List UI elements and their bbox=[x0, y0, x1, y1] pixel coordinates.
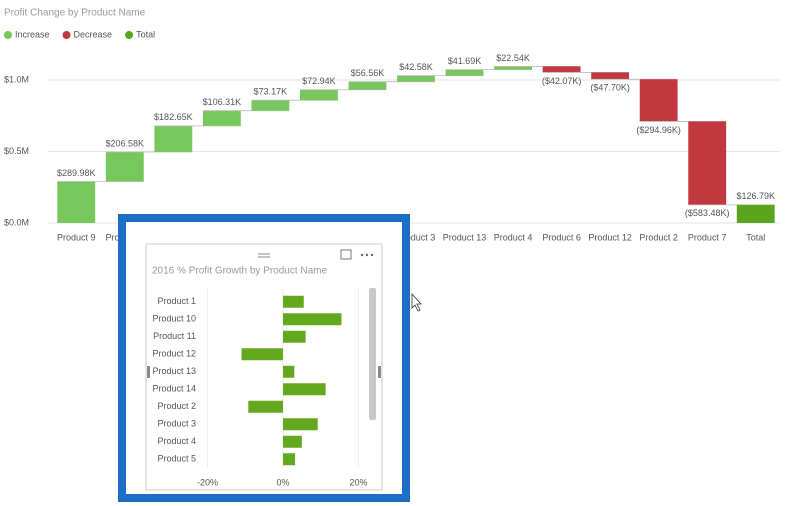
bar bbox=[639, 79, 678, 122]
x-tick-label: Product 6 bbox=[542, 232, 581, 242]
bar bbox=[241, 348, 283, 361]
data-label: $72.94K bbox=[302, 76, 336, 86]
legend-label: Decrease bbox=[74, 29, 113, 39]
x-tick-label: Product 2 bbox=[639, 232, 678, 242]
legend-label: Total bbox=[136, 29, 155, 39]
bar bbox=[283, 418, 318, 431]
y-tick-label: Product 1 bbox=[157, 296, 196, 306]
data-label: $41.69K bbox=[448, 56, 482, 66]
bar bbox=[248, 400, 283, 413]
bar-visual: 2016 % Profit Growth by Product Name -20… bbox=[152, 266, 367, 488]
legend-marker bbox=[125, 31, 134, 39]
data-label: $126.79K bbox=[736, 191, 775, 201]
focus-mode-icon[interactable] bbox=[340, 249, 352, 260]
x-tick-label: Product 4 bbox=[494, 232, 533, 242]
bar bbox=[283, 453, 296, 466]
data-label: $182.65K bbox=[154, 112, 193, 122]
y-tick-label: $0.0M bbox=[4, 217, 29, 227]
y-tick-label: Product 4 bbox=[157, 436, 196, 446]
bar bbox=[348, 81, 387, 90]
x-tick-label: Product 3 bbox=[397, 232, 436, 242]
chart-title: Profit Change by Product Name bbox=[4, 8, 146, 19]
bar bbox=[542, 66, 581, 73]
data-label: $106.31K bbox=[203, 97, 242, 107]
mouse-cursor bbox=[411, 292, 422, 312]
chart-title: 2016 % Profit Growth by Product Name bbox=[152, 266, 328, 277]
scrollbar[interactable] bbox=[369, 288, 376, 420]
y-tick-label: $1.0M bbox=[4, 74, 29, 84]
bar bbox=[283, 313, 342, 326]
bar bbox=[300, 89, 338, 101]
data-label: $206.58K bbox=[106, 138, 145, 148]
x-tick-label: Product 12 bbox=[588, 232, 632, 242]
bar bbox=[688, 121, 727, 205]
x-tick-label: 0% bbox=[276, 477, 289, 487]
bar bbox=[591, 72, 630, 80]
waterfall-visual: Profit Change by Product Name Increase De… bbox=[4, 8, 780, 242]
bar bbox=[283, 435, 302, 448]
data-label: $73.17K bbox=[254, 87, 288, 97]
bar bbox=[494, 66, 532, 70]
legend-marker bbox=[62, 31, 71, 39]
y-tick-label: $0.5M bbox=[4, 146, 29, 156]
data-label: $289.98K bbox=[57, 168, 96, 178]
y-tick-label: Product 14 bbox=[152, 384, 196, 394]
y-tick-label: Product 3 bbox=[157, 419, 196, 429]
x-tick-label: Product 7 bbox=[688, 232, 727, 242]
selected-visual[interactable]: 2016 % Profit Growth by Product Name -20… bbox=[118, 214, 410, 502]
bar bbox=[57, 181, 96, 223]
bar bbox=[202, 110, 241, 126]
bar bbox=[283, 330, 306, 343]
x-tick-label: Product 9 bbox=[57, 232, 96, 242]
y-tick-label: Product 5 bbox=[157, 454, 196, 464]
more-options-icon[interactable] bbox=[365, 253, 369, 257]
x-tick-label: -20% bbox=[197, 477, 218, 487]
bar bbox=[283, 383, 326, 396]
data-label: ($47.70K) bbox=[590, 83, 630, 93]
data-label: ($42.07K) bbox=[542, 76, 582, 86]
y-tick-label: Product 11 bbox=[153, 331, 196, 341]
legend-label: Increase bbox=[15, 29, 50, 39]
resize-handle[interactable] bbox=[378, 366, 381, 378]
bar bbox=[445, 69, 484, 76]
bar bbox=[283, 365, 295, 378]
resize-handle[interactable] bbox=[147, 366, 150, 378]
visual-card bbox=[145, 243, 383, 491]
bar bbox=[283, 295, 304, 308]
x-tick-label: Total bbox=[746, 232, 765, 242]
bar bbox=[736, 204, 775, 223]
y-tick-label: Product 2 bbox=[157, 401, 196, 411]
bar bbox=[105, 151, 144, 182]
data-label: ($583.48K) bbox=[685, 208, 730, 218]
y-tick-label: Product 10 bbox=[152, 314, 196, 324]
data-label: $22.54K bbox=[496, 53, 530, 63]
more-options-icon[interactable] bbox=[360, 253, 364, 257]
data-label: $42.58K bbox=[399, 62, 433, 72]
bar bbox=[154, 125, 193, 152]
x-tick-label: 20% bbox=[349, 477, 367, 487]
legend-marker bbox=[4, 31, 12, 39]
more-options-icon[interactable] bbox=[370, 253, 374, 257]
y-tick-label: Product 13 bbox=[152, 366, 196, 376]
data-label: ($294.96K) bbox=[636, 125, 681, 135]
bar bbox=[397, 75, 435, 82]
bar bbox=[251, 100, 290, 111]
x-tick-label: Product 13 bbox=[443, 232, 487, 242]
y-tick-label: Product 12 bbox=[152, 349, 196, 359]
data-label: $56.56K bbox=[351, 68, 385, 78]
